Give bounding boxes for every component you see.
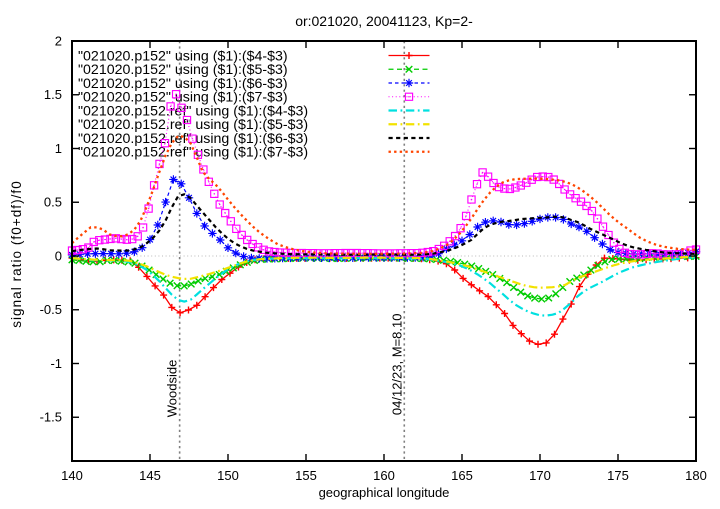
series-line-ref-s7 [71,134,697,255]
series-line-ref-s5 [71,255,697,289]
series-line-p152-s5 [71,255,697,300]
legend-entry-label-0: "021020.p152" using ($1):($4-$3) [78,48,288,64]
y-tick-label: 1 [55,141,62,156]
x-tick-label: 140 [61,468,83,483]
legend-entry-label-3: "021020.p152" using ($1):($7-$3) [78,90,288,106]
legend-entry-label-1: "021020.p152" using ($1):($5-$3) [78,62,288,78]
y-tick-label: 2 [55,34,62,49]
legend-sample-marker-0 [405,52,413,59]
y-tick-label: -1.5 [40,410,62,425]
plot-border [71,40,697,462]
legend-sample-marker-1 [405,65,413,74]
annotation-label-1: 04/12/23, M=8.10 [389,314,404,416]
y-tick-label: 0.5 [44,195,62,210]
legend-entry-label-7: "021020.p152.ref" using ($1):($7-$3) [78,145,308,161]
x-tick-label: 180 [685,468,707,483]
y-tick-label: -0.5 [40,302,62,317]
annotation-label-0: Woodside [165,360,180,418]
y-axis-title: signal ratio (f0+df)/f0 [9,180,24,328]
legend-sample-marker-3 [404,92,414,101]
x-tick-label: 150 [217,468,239,483]
series-line-ref-s4 [71,256,697,317]
axes-group: 140 145 150 155 160 165 170 175 180 -1.5 -1 -0.5 0 0.… [40,34,707,484]
legend-entry-label-2: "021020.p152" using ($1):($6-$3) [78,76,288,92]
series-line-ref-s6 [71,193,696,256]
y-tick-label: 0 [55,248,62,263]
plot-title: or:021020, 20041123, Kp=2- [295,13,473,29]
x-tick-label: 160 [373,468,395,483]
x-tick-label: 155 [295,468,317,483]
legend-group: "021020.p152" using ($1):($4-$3)"021020.… [78,48,430,161]
annotations-group: Woodside 04/12/23, M=8.10 [165,41,406,461]
x-tick-label: 165 [451,468,473,483]
legend-entry-label-5: "021020.p152.ref" using ($1):($5-$3) [78,117,308,133]
x-axis-title: geographical longitude [319,485,450,500]
legend-sample-marker-2 [404,78,414,88]
x-tick-label: 175 [607,468,629,483]
series-line-p152-s4 [71,257,697,345]
y-tick-label: 1.5 [44,87,62,102]
y-tick-label: -1 [50,356,62,371]
x-tick-label: 145 [139,468,161,483]
x-tick-label: 170 [529,468,551,483]
series-markers-p152-s4 [68,254,700,348]
legend-entry-label-4: "021020.p152.ref" using ($1):($4-$3) [78,103,308,119]
